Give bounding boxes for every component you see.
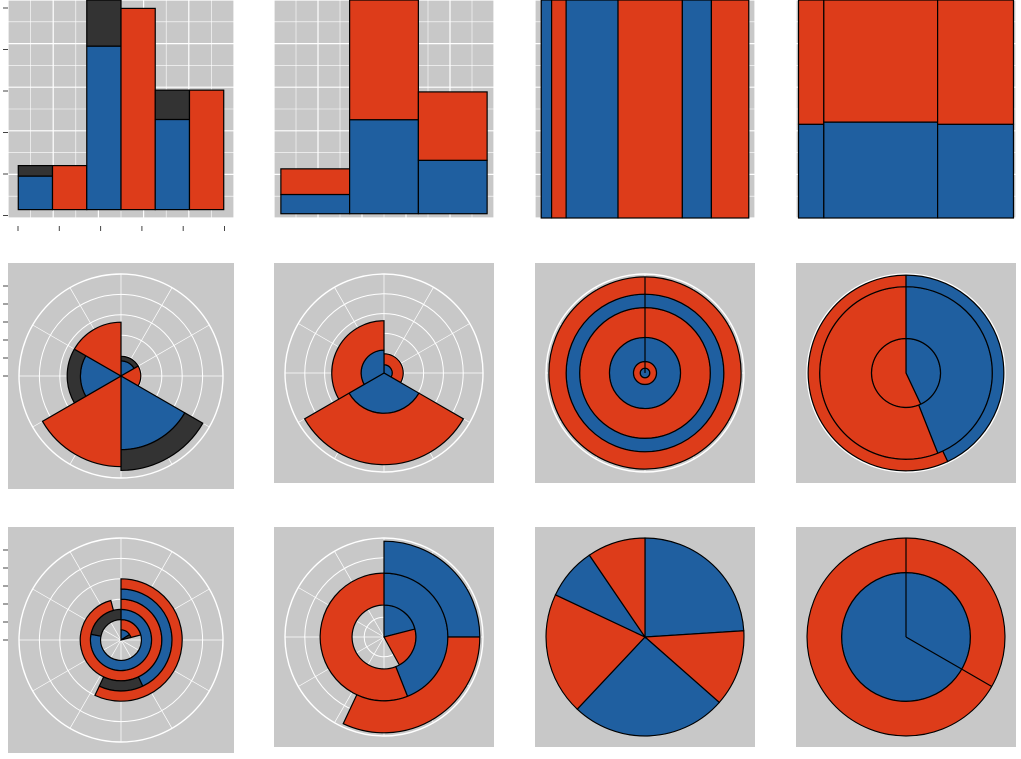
coxcomb-dodge [3,263,234,489]
bar-segment [120,7,156,211]
wedge-segment [303,392,465,466]
wedge-segment [120,412,204,472]
bar-fill-thin [534,0,756,220]
bar-segment [349,119,419,215]
wedge-segment [588,537,646,639]
bar-segment [17,164,54,177]
bar-segment [188,89,225,211]
wedge-segment [576,636,721,737]
bar-segment [154,89,191,121]
ring-segment [806,537,1006,737]
bar-segment [17,175,54,211]
ring-segment [342,636,481,734]
bar-segment [280,193,351,215]
grid-spoke [32,639,122,692]
bullseye-thin [535,263,755,483]
bar-segment [797,123,825,219]
bar-fill-stack [795,0,1017,220]
bar-segment [349,0,419,121]
spiral-dodge [3,527,234,753]
hist-dodge [3,0,235,231]
ring-segment [319,572,409,702]
bar-segment [823,121,939,219]
coxcomb-stack [274,263,494,483]
bar-segment [797,0,825,125]
bar-segment [617,0,683,219]
grid-spoke [69,639,122,729]
grid-spoke [69,551,122,641]
grid-spoke [32,588,122,641]
bar-segment [937,123,1015,219]
bar-segment [280,168,351,196]
bar-segment [86,45,122,211]
bar-segment [551,0,567,219]
ring-divider [905,636,963,670]
bar-segment [823,0,939,123]
bar-segment [565,0,619,219]
hist-stack [273,0,495,220]
bar-segment [540,0,553,219]
wedge-segment [331,320,385,400]
wedge-segment [41,374,122,468]
bar-segment [937,0,1015,125]
ring-segment [94,578,183,702]
bar-segment [51,164,88,211]
bar-segment [417,91,488,161]
spiral-stack [274,527,494,747]
wedge-segment [644,537,745,638]
bar-segment [86,0,122,47]
ring-divider [961,668,993,688]
ring-segment [548,276,742,470]
bullseye-fill [796,263,1016,483]
wedge-segment [73,321,122,378]
ring-segment [807,274,949,472]
bar-segment [710,0,750,219]
pie-thin [535,527,755,747]
bar-segment [154,118,191,211]
wedge-segment [545,594,647,711]
pie-fill-ring [796,527,1016,747]
bar-segment [681,0,713,219]
bar-segment [417,159,488,215]
